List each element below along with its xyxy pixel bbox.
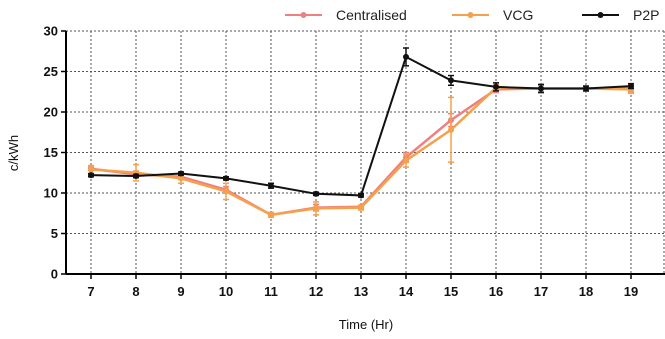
y-tick-label: 10 — [44, 186, 58, 201]
y-tick-label: 5 — [51, 226, 58, 241]
data-point — [448, 126, 454, 133]
data-point — [223, 175, 229, 182]
data-point — [493, 83, 499, 90]
data-point — [133, 172, 139, 179]
data-point — [178, 170, 184, 177]
x-tick-label: 8 — [132, 284, 139, 299]
legend-swatch-marker — [467, 12, 474, 18]
series-group — [88, 47, 634, 219]
data-point — [313, 190, 319, 197]
series-line — [90, 55, 632, 197]
data-point — [223, 188, 229, 195]
x-tick-label: 18 — [579, 284, 593, 299]
y-axis-ticks: 0 5 10 15 20 25 30 — [44, 24, 66, 282]
data-point — [583, 85, 589, 92]
legend-swatch-marker — [597, 12, 604, 18]
legend-item-p2p: P2P — [582, 7, 659, 23]
legend-label: Centralised — [336, 7, 407, 23]
data-point — [538, 85, 544, 92]
x-tick-label: 13 — [354, 284, 368, 299]
x-axis-title: Time (Hr) — [339, 317, 393, 332]
data-point — [358, 192, 364, 199]
data-point — [268, 182, 274, 189]
data-point — [403, 157, 409, 164]
data-point — [88, 172, 94, 179]
legend-swatch-marker — [300, 12, 307, 18]
data-point — [448, 77, 454, 84]
legend-item-vcg: VCG — [452, 7, 533, 23]
data-point — [358, 204, 364, 211]
x-tick-label: 9 — [177, 284, 184, 299]
x-tick-label: 10 — [219, 284, 233, 299]
legend-item-centralised: Centralised — [285, 7, 407, 23]
x-tick-label: 7 — [87, 284, 94, 299]
x-tick-label: 17 — [534, 284, 548, 299]
data-point — [313, 205, 319, 212]
data-point — [268, 211, 274, 218]
y-tick-label: 15 — [44, 145, 58, 160]
y-tick-label: 20 — [44, 105, 58, 120]
x-axis-ticks: 7 8 9 10 11 12 13 14 15 16 17 18 19 — [87, 274, 638, 299]
x-tick-label: 12 — [309, 284, 323, 299]
x-tick-label: 15 — [444, 284, 458, 299]
y-tick-label: 0 — [51, 267, 58, 282]
x-tick-label: 19 — [624, 284, 638, 299]
grid-lines — [66, 30, 665, 274]
y-tick-label: 25 — [44, 64, 58, 79]
data-point — [88, 166, 94, 173]
legend-label: P2P — [633, 7, 659, 23]
x-tick-label: 11 — [264, 284, 278, 299]
series-p2p — [88, 47, 634, 199]
data-point — [628, 83, 634, 90]
data-point — [178, 175, 184, 182]
x-tick-label: 16 — [489, 284, 503, 299]
data-point — [403, 53, 409, 60]
y-tick-label: 30 — [44, 24, 58, 39]
y-axis-title: c/kWh — [6, 135, 21, 171]
x-tick-label: 14 — [399, 284, 414, 299]
legend: Centralised VCG P2P — [285, 7, 659, 23]
legend-label: VCG — [503, 7, 533, 23]
